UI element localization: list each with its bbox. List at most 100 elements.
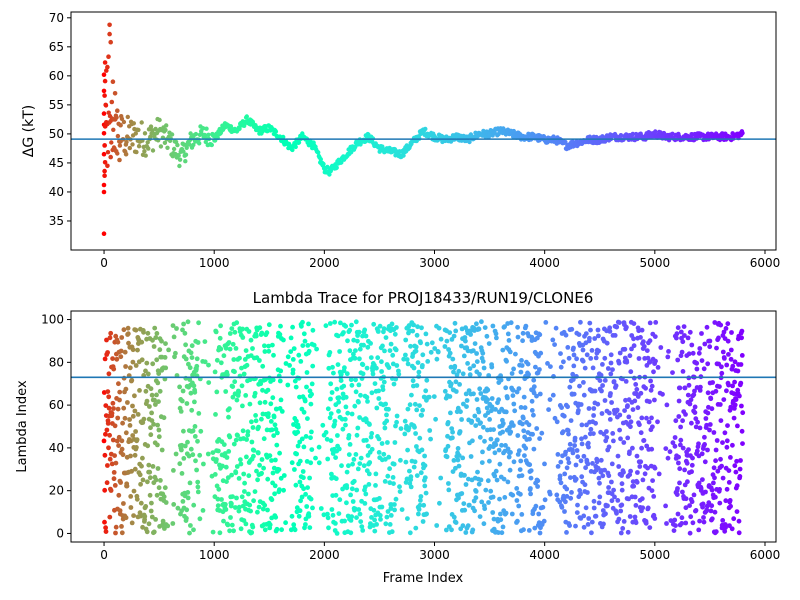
- lambda-point: [287, 363, 292, 368]
- lambda-point: [383, 335, 389, 340]
- lambda-point: [611, 438, 616, 444]
- delta-g-early-point: [110, 79, 116, 84]
- lambda-point: [195, 484, 201, 490]
- lambda-point: [192, 424, 198, 429]
- delta-g-point: [181, 142, 187, 147]
- lambda-point: [628, 369, 634, 375]
- lambda-point: [725, 423, 730, 428]
- lambda-point: [239, 383, 245, 389]
- lambda-point: [242, 489, 247, 494]
- lambda-point: [696, 441, 701, 447]
- lambda-point: [617, 427, 622, 433]
- lambda-point: [183, 342, 189, 348]
- lambda-point: [424, 341, 430, 347]
- lambda-point: [393, 347, 399, 353]
- lambda-point: [714, 438, 720, 443]
- lambda-point: [423, 331, 429, 337]
- lambda-point: [618, 530, 624, 536]
- lambda-point: [305, 416, 310, 421]
- lambda-point: [468, 328, 473, 334]
- y-tick-label: 70: [49, 11, 64, 25]
- lambda-point: [500, 429, 505, 435]
- lambda-point: [583, 331, 589, 336]
- lambda-point: [396, 371, 402, 377]
- lambda-point: [680, 445, 686, 451]
- lambda-point: [597, 378, 603, 383]
- lambda-point: [145, 371, 151, 377]
- lambda-point: [369, 431, 375, 436]
- lambda-point: [523, 445, 529, 451]
- lambda-point: [238, 457, 243, 463]
- lambda-point: [334, 386, 340, 392]
- lambda-point: [564, 530, 569, 535]
- lambda-point: [721, 329, 727, 335]
- lambda-point: [110, 400, 116, 406]
- lambda-point: [447, 394, 453, 399]
- lambda-point: [634, 479, 640, 485]
- x-tick-label: 1000: [199, 256, 230, 270]
- lambda-point: [351, 457, 357, 462]
- lambda-point: [650, 478, 655, 483]
- lambda-point: [374, 365, 379, 371]
- lambda-point: [525, 361, 531, 367]
- lambda-point: [676, 460, 681, 466]
- delta-g-point: [158, 144, 164, 149]
- lambda-point: [660, 391, 665, 397]
- lambda-point: [251, 498, 256, 504]
- lambda-point: [631, 483, 637, 489]
- lambda-point: [717, 500, 723, 506]
- lambda-point: [253, 418, 259, 424]
- lambda-point: [352, 355, 358, 361]
- lambda-point: [247, 377, 253, 383]
- lambda-point: [490, 323, 496, 329]
- x-tick-label: 3000: [419, 548, 450, 562]
- lambda-point: [392, 507, 397, 513]
- lambda-point: [648, 378, 653, 384]
- lambda-point: [703, 489, 708, 495]
- lambda-point: [357, 511, 363, 517]
- lambda-point: [663, 503, 668, 509]
- lambda-point: [444, 527, 449, 533]
- lambda-point: [123, 386, 129, 392]
- lambda-point: [469, 418, 475, 424]
- lambda-point: [324, 436, 330, 442]
- lambda-point: [461, 501, 467, 506]
- lambda-point: [139, 357, 145, 363]
- lambda-point: [416, 369, 422, 375]
- lambda-point: [156, 371, 162, 376]
- lambda-axes-frame: [70, 310, 777, 543]
- lambda-point: [673, 523, 678, 528]
- lambda-point: [241, 371, 247, 377]
- lambda-point: [644, 348, 650, 353]
- lambda-point: [634, 387, 640, 392]
- lambda-point: [683, 520, 689, 526]
- lambda-point: [394, 419, 399, 425]
- lambda-point: [336, 395, 342, 401]
- lambda-point: [711, 480, 716, 486]
- lambda-point: [113, 524, 119, 530]
- lambda-point: [718, 418, 724, 423]
- lambda-point: [413, 525, 419, 531]
- lambda-point: [273, 457, 278, 463]
- lambda-point: [184, 515, 189, 521]
- lambda-point: [631, 343, 637, 349]
- lambda-point: [487, 417, 492, 422]
- x-tick-label: 5000: [640, 548, 671, 562]
- lambda-point: [702, 434, 707, 440]
- lambda-point: [263, 377, 268, 382]
- lambda-point: [517, 467, 523, 472]
- lambda-point: [531, 446, 537, 452]
- y-tick-label: 100: [41, 313, 64, 327]
- delta-g-axes-frame: [70, 11, 777, 251]
- lambda-point: [485, 478, 491, 484]
- lambda-point: [414, 473, 420, 478]
- lambda-point: [692, 410, 698, 415]
- lambda-point: [653, 358, 658, 364]
- lambda-point: [161, 415, 167, 421]
- lambda-point: [234, 464, 240, 469]
- lambda-point: [275, 430, 280, 436]
- lambda-point: [145, 330, 151, 336]
- lambda-point: [125, 400, 130, 405]
- lambda-point: [223, 464, 229, 470]
- lambda-point: [663, 446, 669, 451]
